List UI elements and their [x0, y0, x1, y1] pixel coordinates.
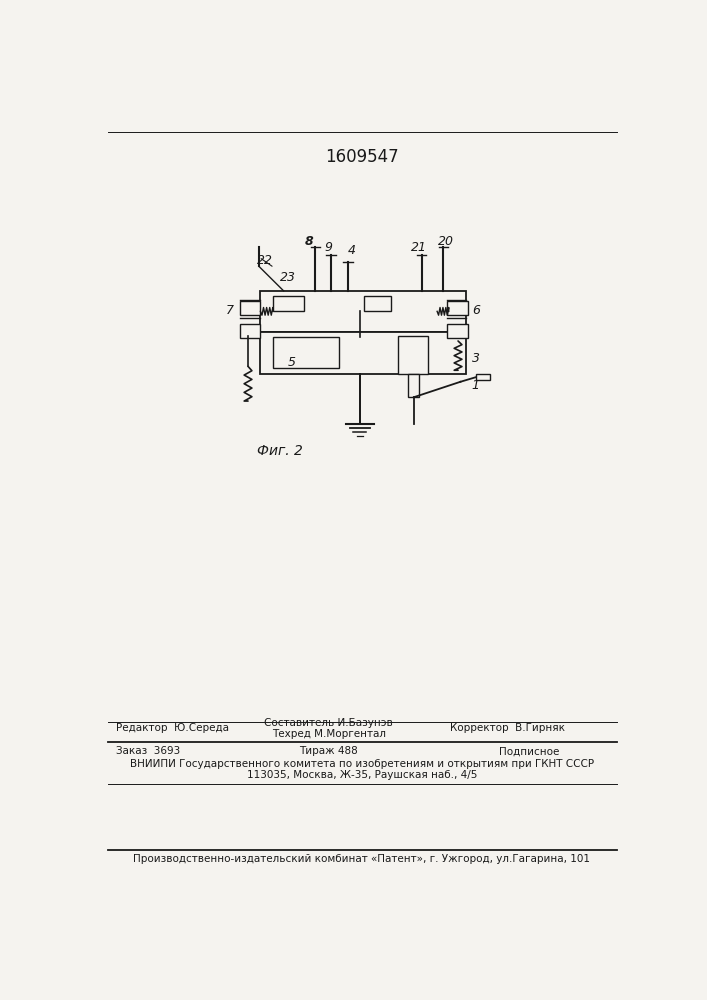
Bar [448, 301, 468, 315]
Bar [476, 374, 490, 380]
Bar [273, 337, 339, 368]
Text: Производственно-издательский комбинат «Патент», г. Ужгород, ул.Гагарина, 101: Производственно-издательский комбинат «П… [134, 854, 590, 864]
Text: 21: 21 [411, 241, 426, 254]
Bar [240, 324, 260, 338]
Text: 20: 20 [438, 235, 455, 248]
Text: 5: 5 [288, 356, 296, 369]
Text: 1609547: 1609547 [325, 148, 399, 166]
Text: Составитель И.Базунэв: Составитель И.Базунэв [264, 718, 393, 728]
Text: Заказ  3693: Заказ 3693 [115, 746, 180, 756]
Text: 113035, Москва, Ж-35, Раушская наб., 4/5: 113035, Москва, Ж-35, Раушская наб., 4/5 [247, 770, 477, 780]
Bar [240, 301, 260, 315]
Bar [398, 336, 428, 374]
Text: 8: 8 [305, 235, 314, 248]
Bar [409, 374, 419, 397]
Text: Техред М.Моргентал: Техред М.Моргентал [271, 729, 385, 739]
Text: ВНИИПИ Государственного комитета по изобретениям и открытиям при ГКНТ СССР: ВНИИПИ Государственного комитета по изоб… [130, 759, 594, 769]
Text: 4: 4 [348, 244, 356, 257]
Text: Редактор  Ю.Середа: Редактор Ю.Середа [115, 723, 228, 733]
Text: 6: 6 [472, 304, 480, 317]
Bar [260, 332, 466, 374]
Text: 22: 22 [257, 254, 273, 267]
Text: 7: 7 [226, 304, 233, 317]
Bar [260, 291, 466, 332]
Text: Корректор  В.Гирняк: Корректор В.Гирняк [450, 723, 565, 733]
Text: Подписное: Подписное [499, 746, 559, 756]
Text: 3: 3 [472, 352, 480, 365]
Bar [363, 296, 391, 311]
Text: 1: 1 [472, 379, 480, 392]
Text: Фиг. 2: Фиг. 2 [257, 444, 303, 458]
Text: 9: 9 [325, 241, 332, 254]
Text: 23: 23 [280, 271, 296, 284]
Bar [448, 324, 468, 338]
Bar [273, 296, 304, 311]
Text: Тираж 488: Тираж 488 [299, 746, 358, 756]
